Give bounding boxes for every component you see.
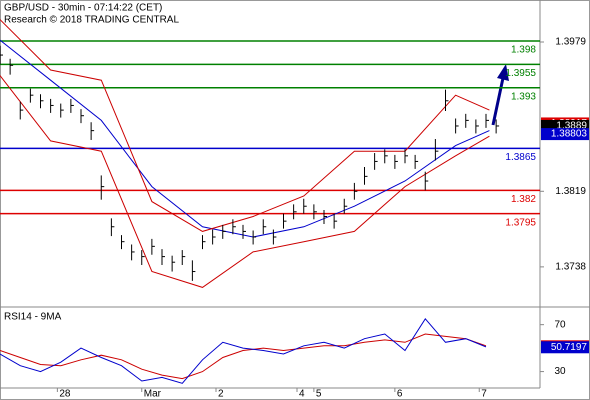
x-tick-label: Mar	[144, 389, 162, 400]
level-label: 1.398	[511, 45, 536, 56]
level-label: 1.3865	[505, 152, 536, 163]
rsi-line	[0, 317, 487, 384]
price-marker-label: 1.38803	[551, 129, 588, 140]
price-marker-label: 50.7197	[551, 342, 588, 353]
price-marker-label: 1.3889	[556, 121, 587, 132]
price-marker-box	[541, 128, 589, 141]
y-tick-label: 70	[554, 319, 566, 330]
x-tick-label: 5	[316, 389, 322, 400]
level-label: 1.393	[511, 91, 536, 102]
chart-title: GBP/USD - 30min - 07:14:22 (CET)	[4, 3, 162, 14]
y-tick-label: 1.3979	[555, 37, 586, 48]
x-tick-label: 28	[59, 389, 71, 400]
level-label: 1.3795	[505, 217, 536, 228]
x-tick-label: 2	[218, 389, 224, 400]
chart-subtitle: Research © 2018 TRADING CENTRAL	[4, 15, 179, 26]
forecast-arrowhead	[497, 64, 509, 81]
level-label: 1.3955	[505, 68, 536, 79]
x-tick-label: 6	[397, 389, 403, 400]
level-label: 1.382	[511, 194, 536, 205]
rsi-line	[0, 333, 487, 380]
overlay-line	[0, 75, 490, 288]
y-tick-label: 1.3819	[555, 186, 586, 197]
price-marker-box	[541, 341, 589, 354]
forecast-arrow	[491, 77, 505, 126]
y-tick-label: 30	[554, 366, 566, 377]
rsi-title: RSI14 - 9MA	[4, 312, 62, 323]
x-tick-label: 7	[481, 389, 487, 400]
x-tick-label: 4	[299, 389, 305, 400]
overlay-line	[0, 19, 490, 232]
y-tick-label: 1.3738	[555, 262, 586, 273]
